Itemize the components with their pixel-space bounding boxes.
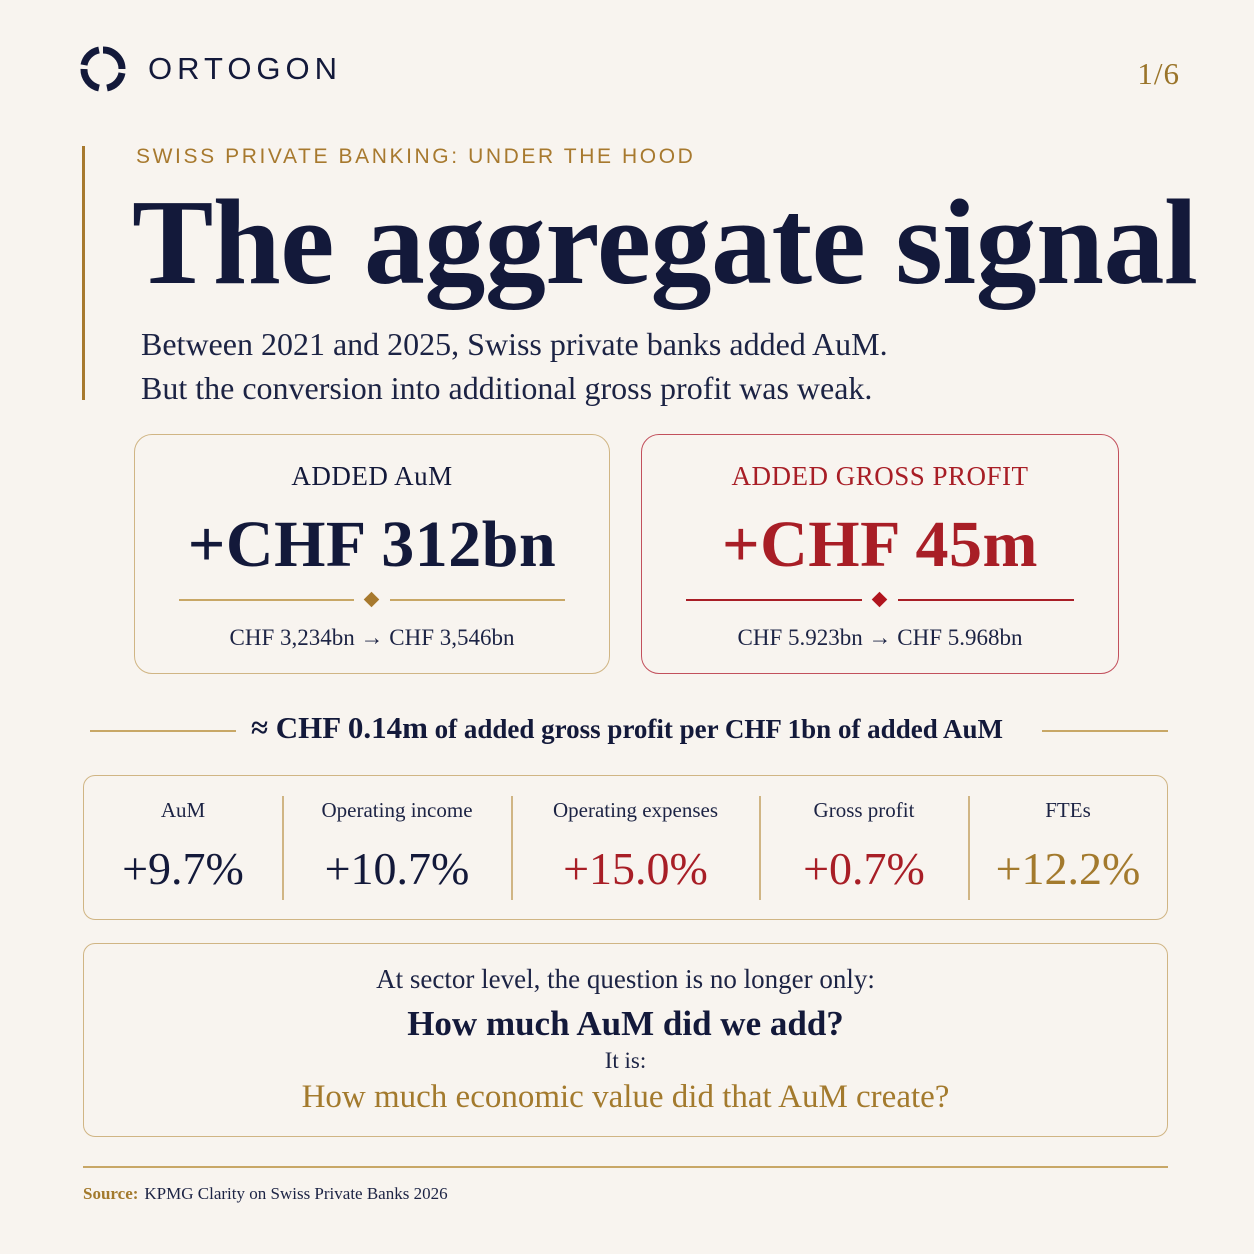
page-title: The aggregate signal bbox=[132, 175, 1198, 310]
ortogon-logo-icon bbox=[80, 46, 126, 92]
added-aum-value: +CHF 312bn bbox=[187, 508, 557, 581]
metric-divider bbox=[511, 796, 513, 900]
added-gross-profit-card: ADDED GROSS PROFIT +CHF 45m CHF 5.923bn … bbox=[641, 434, 1119, 674]
brand-logo: ORTOGON bbox=[80, 46, 342, 92]
metric-label: Operating expenses bbox=[552, 798, 719, 822]
metric-label: Gross profit bbox=[813, 798, 915, 822]
ratio-rule-right bbox=[1042, 730, 1168, 732]
metric-divider bbox=[759, 796, 761, 900]
metric-gross-profit: Gross profit +0.7% bbox=[760, 776, 968, 921]
ratio-rule-left bbox=[90, 730, 236, 732]
metric-label: Operating income bbox=[321, 798, 473, 822]
metric-ftes: FTEs +12.2% bbox=[969, 776, 1167, 921]
added-aum-range: CHF 3,234bn → CHF 3,546bn bbox=[229, 625, 515, 650]
diamond-icon bbox=[862, 591, 898, 608]
growth-metrics-strip: AuM +9.7% Operating income +10.7% Operat… bbox=[83, 775, 1168, 920]
metric-value: +12.2% bbox=[995, 843, 1141, 894]
metric-label: AuM bbox=[160, 798, 206, 822]
metric-divider bbox=[968, 796, 970, 900]
added-gross-profit-value: +CHF 45m bbox=[722, 508, 1038, 581]
brand-name: ORTOGON bbox=[148, 51, 343, 86]
metric-label: FTEs bbox=[1045, 798, 1091, 822]
added-gross-profit-range: CHF 5.923bn → CHF 5.968bn bbox=[737, 625, 1023, 650]
metric-operating-expenses: Operating expenses +15.0% bbox=[512, 776, 759, 921]
ratio-statement: ≈ CHF 0.14m of added gross profit per CH… bbox=[0, 710, 1254, 746]
added-gross-profit-label: ADDED GROSS PROFIT bbox=[731, 461, 1029, 491]
question-bridge: It is: bbox=[604, 1048, 647, 1073]
diamond-icon bbox=[354, 591, 390, 608]
metric-aum: AuM +9.7% bbox=[84, 776, 282, 921]
ratio-description: of added gross profit per CHF 1bn of add… bbox=[427, 714, 1003, 744]
key-question-box: At sector level, the question is no long… bbox=[83, 943, 1168, 1137]
metric-value: +15.0% bbox=[563, 843, 708, 894]
metric-divider bbox=[282, 796, 284, 900]
metric-value: +9.7% bbox=[122, 843, 244, 894]
new-question: How much economic value did that AuM cre… bbox=[301, 1079, 950, 1115]
subtitle: Between 2021 and 2025, Swiss private ban… bbox=[141, 322, 888, 410]
added-aum-label: ADDED AuM bbox=[291, 461, 453, 491]
source-text: KPMG Clarity on Swiss Private Banks 2026 bbox=[144, 1184, 448, 1203]
subtitle-line-1: Between 2021 and 2025, Swiss private ban… bbox=[141, 326, 888, 362]
metric-operating-income: Operating income +10.7% bbox=[283, 776, 511, 921]
eyebrow: SWISS PRIVATE BANKING: UNDER THE HOOD bbox=[136, 145, 696, 168]
source-label: Source: bbox=[83, 1184, 139, 1203]
page-indicator: 1/6 bbox=[1137, 56, 1180, 91]
old-question: How much AuM did we add? bbox=[407, 1004, 844, 1043]
metric-value: +10.7% bbox=[324, 843, 470, 894]
ratio-value: ≈ CHF 0.14m bbox=[251, 710, 428, 745]
source-note: Source: KPMG Clarity on Swiss Private Ban… bbox=[83, 1184, 448, 1204]
metric-value: +0.7% bbox=[803, 843, 925, 894]
subtitle-line-2: But the conversion into additional gross… bbox=[141, 370, 873, 406]
question-intro: At sector level, the question is no long… bbox=[376, 964, 875, 994]
footer-rule bbox=[83, 1166, 1168, 1168]
added-aum-card: ADDED AuM +CHF 312bn CHF 3,234bn → CHF 3… bbox=[134, 434, 610, 674]
accent-bar bbox=[82, 146, 85, 400]
